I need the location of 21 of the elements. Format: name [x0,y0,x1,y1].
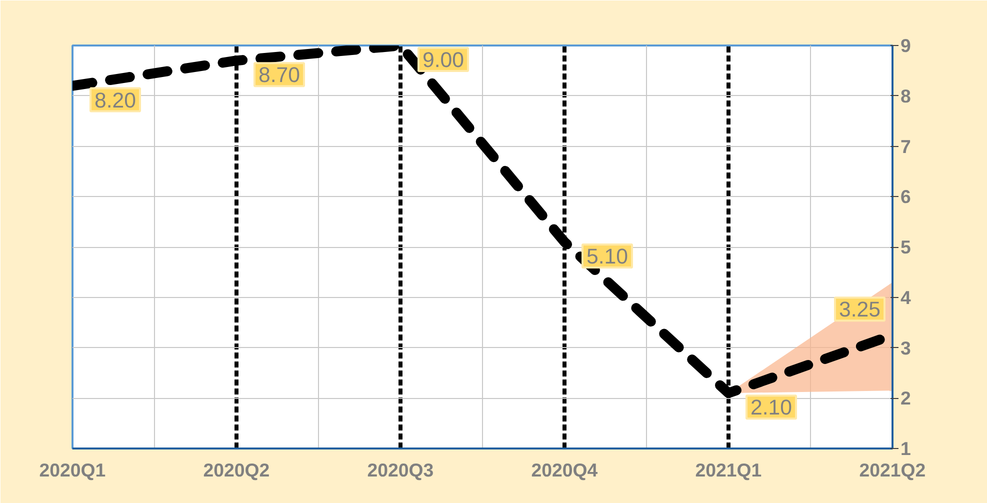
y-tick-label: 9 [900,35,911,56]
y-tick-label: 6 [900,186,911,208]
y-tick-label: 4 [900,286,912,308]
y-tick-label: 2 [900,388,911,409]
y-tick-label: 7 [900,136,911,157]
data-label: 5.10 [586,244,628,268]
data-label: 9.00 [422,48,464,72]
data-label: 8.20 [94,88,136,112]
x-tick-label: 2020Q2 [203,460,270,480]
y-tick-label: 3 [900,337,911,358]
data-label: 8.70 [258,63,300,88]
x-tick-label: 2020Q1 [39,460,106,480]
y-tick-label: 1 [900,438,911,459]
x-tick-label: 2020Q3 [367,460,434,480]
x-tick-label: 2021Q2 [859,460,926,480]
x-tick-label: 2020Q4 [531,460,598,480]
data-label: 3.25 [838,298,881,322]
x-tick-label: 2021Q1 [695,460,762,480]
y-tick-label: 5 [900,236,911,258]
y-tick-label: 8 [900,85,911,106]
data-label: 2.10 [750,396,792,420]
